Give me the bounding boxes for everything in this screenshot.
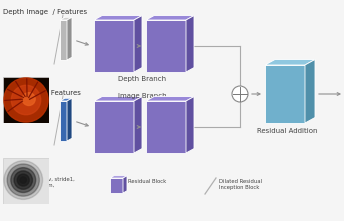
Polygon shape [146,20,186,72]
Polygon shape [146,16,194,20]
Polygon shape [94,20,134,72]
Polygon shape [60,101,67,141]
Polygon shape [123,176,127,193]
Polygon shape [265,59,315,65]
Polygon shape [134,97,142,153]
Polygon shape [67,17,72,60]
Text: Depth Image  / Features: Depth Image / Features [3,9,87,15]
Text: RGB Image  / Features: RGB Image / Features [3,90,81,96]
Polygon shape [265,65,305,123]
Polygon shape [67,98,72,141]
Polygon shape [60,98,72,101]
Polygon shape [186,97,194,153]
Text: Dilated Residual
Inception Block: Dilated Residual Inception Block [219,179,262,190]
Text: Image Branch: Image Branch [118,93,166,99]
Polygon shape [5,175,22,177]
Polygon shape [94,16,142,20]
Polygon shape [134,16,142,72]
Polygon shape [305,59,315,123]
Polygon shape [110,178,123,193]
Polygon shape [146,97,194,101]
Polygon shape [5,177,18,193]
Polygon shape [94,97,142,101]
Polygon shape [94,101,134,153]
Text: 3 X 3 Conv, stride1,
BatchNorm,
Relu: 3 X 3 Conv, stride1, BatchNorm, Relu [23,177,75,194]
Polygon shape [186,16,194,72]
Polygon shape [18,175,22,193]
Polygon shape [60,17,72,20]
Polygon shape [110,176,127,178]
Circle shape [232,86,248,102]
Polygon shape [146,101,186,153]
Polygon shape [60,20,67,60]
Text: Residual Block: Residual Block [128,179,166,184]
Text: Depth Branch: Depth Branch [118,76,166,82]
Text: Residual Addition: Residual Addition [257,128,317,134]
